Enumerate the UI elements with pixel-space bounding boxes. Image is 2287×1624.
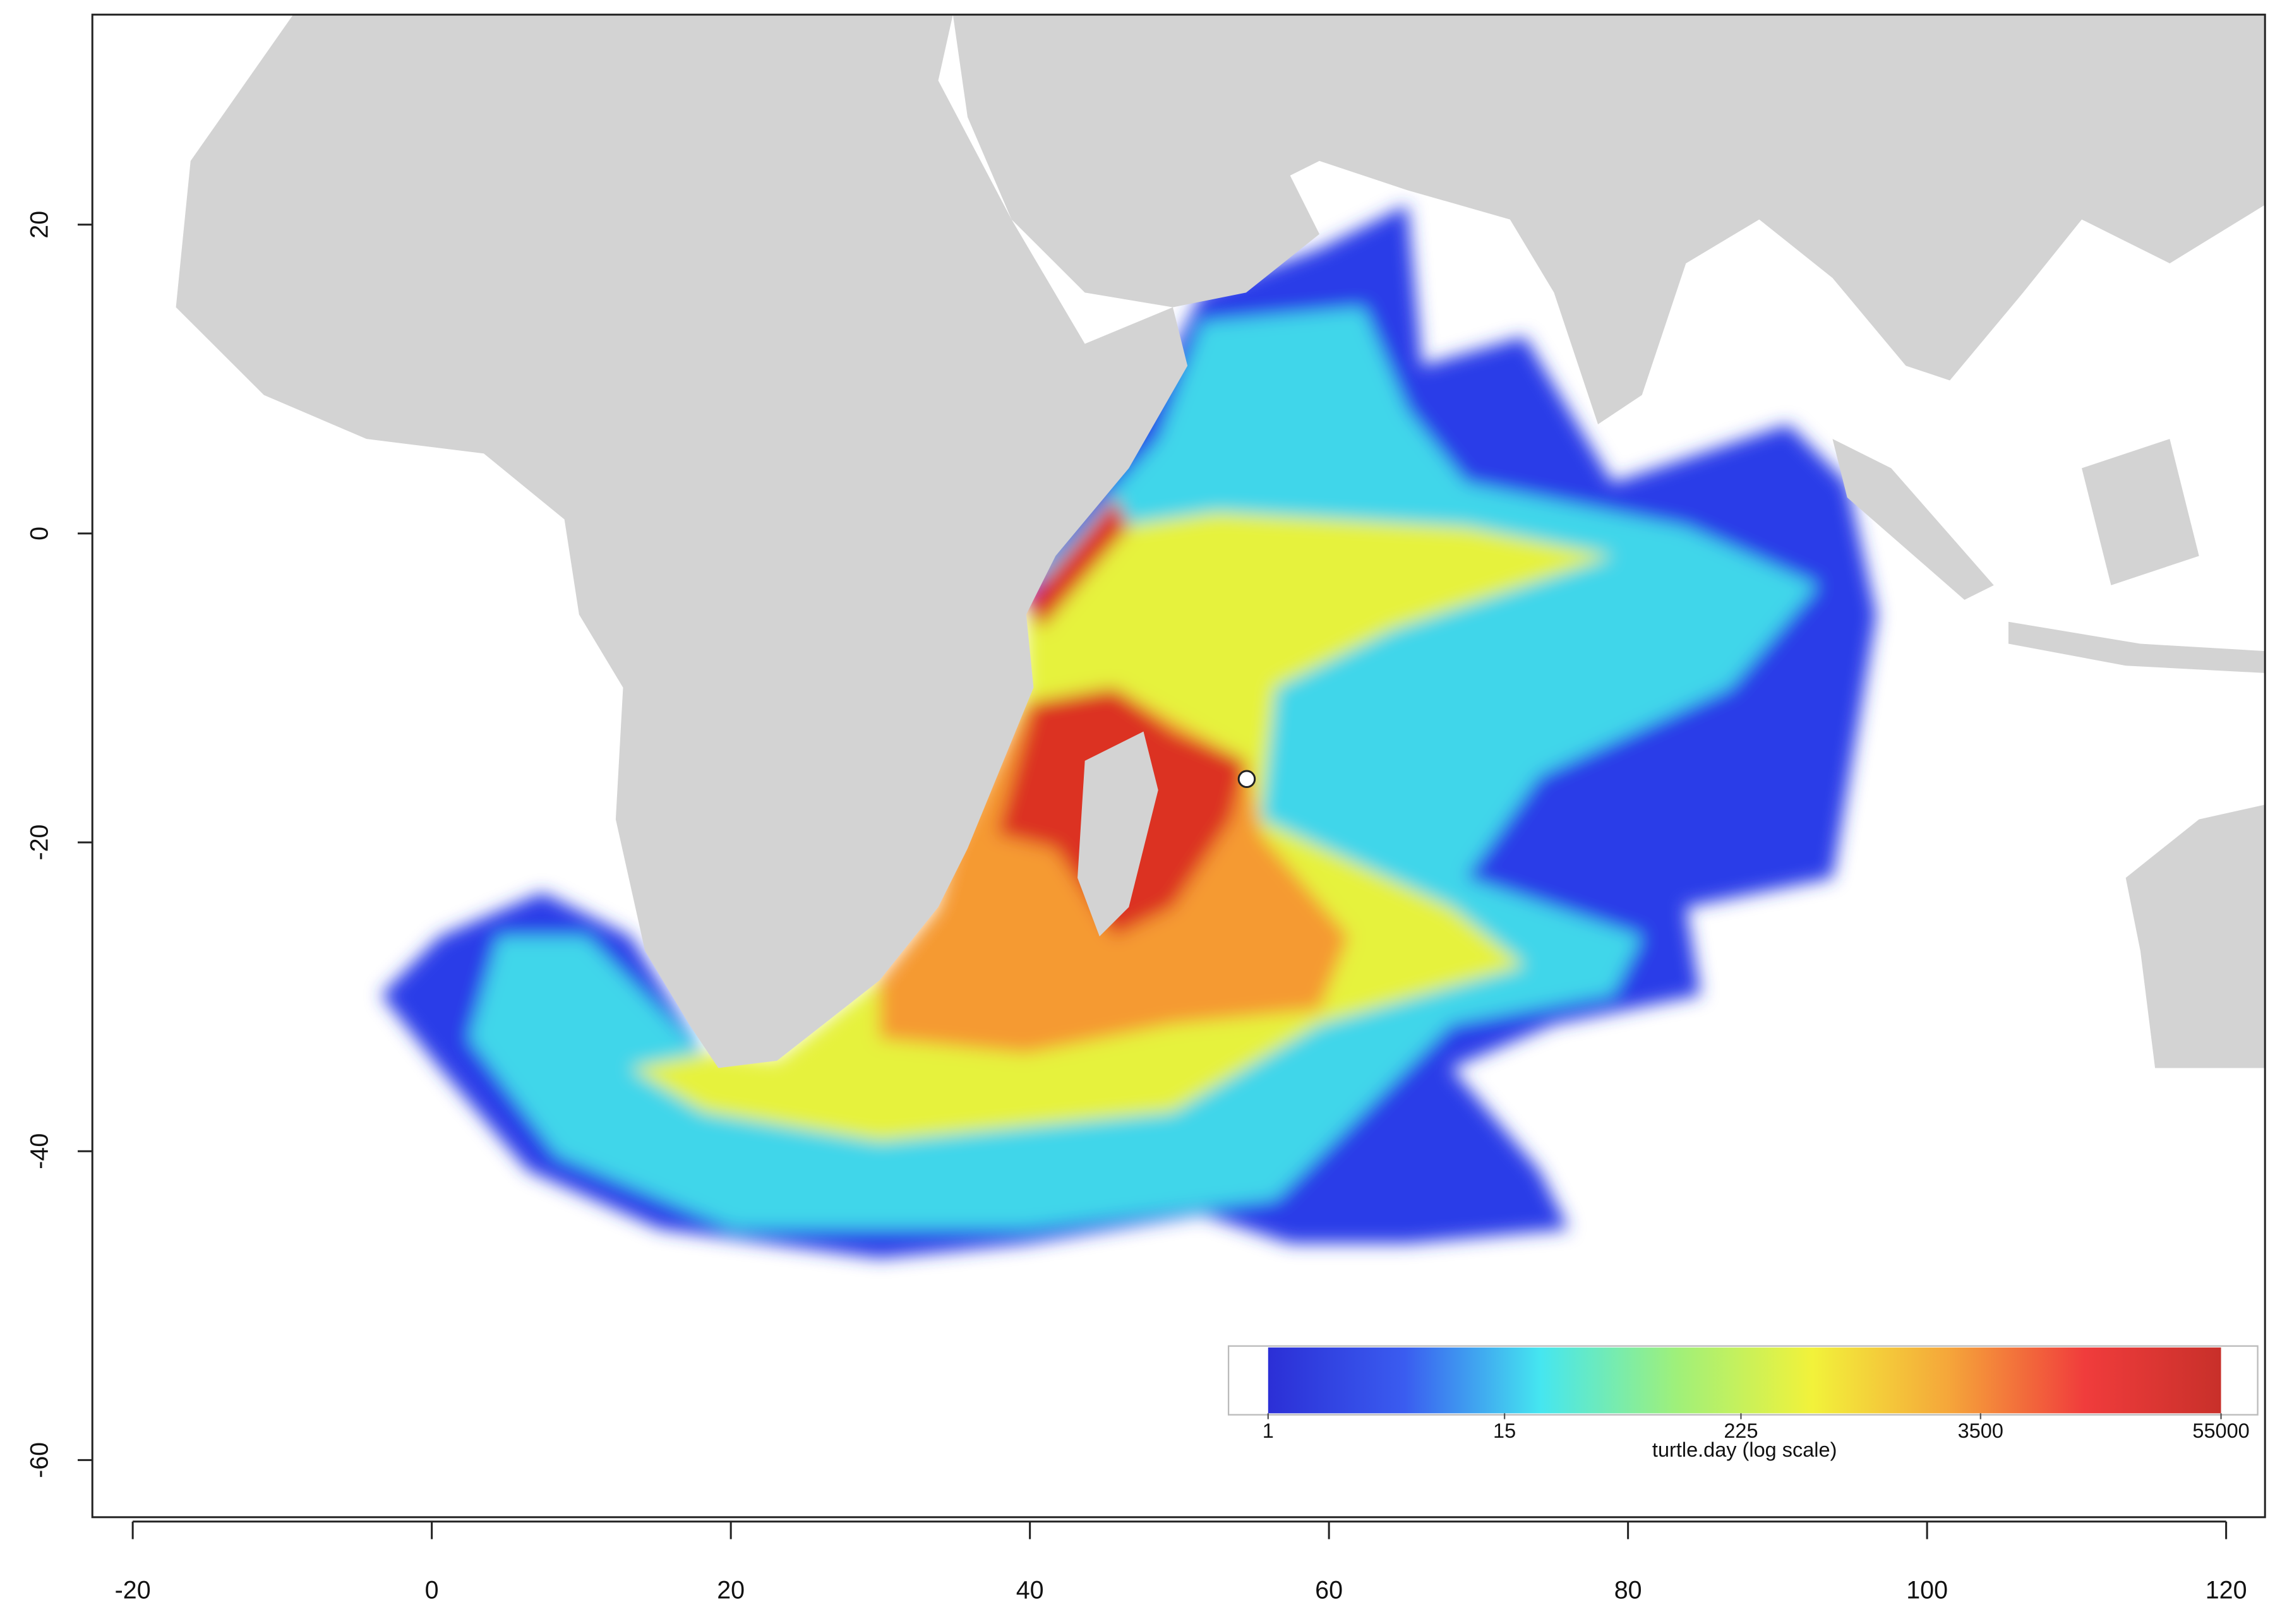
asia [952,15,2266,424]
australia [2125,804,2266,1068]
x-tick-label: 60 [1315,1576,1343,1604]
x-tick-label: 20 [717,1576,745,1604]
madagascar [1077,731,1158,936]
colorbar-tick-label: 15 [1493,1419,1516,1442]
colorbar-tick-label: 1 [1263,1419,1274,1442]
x-tick-label: 100 [1906,1576,1948,1604]
axes: -20 0 20 40 60 80 100 120 20 0 -20 -40 -60 [25,211,2247,1604]
colorbar-scale [1268,1347,2221,1414]
x-tick-label: 120 [2206,1576,2247,1604]
colorbar-tick-label: 3500 [1958,1419,2003,1442]
map-area [176,15,2266,1258]
x-tick-label: 40 [1016,1576,1044,1604]
x-tick-label: 0 [425,1576,439,1604]
sumatra [1832,439,1994,600]
x-tick-label: -20 [115,1576,151,1604]
colorbar-tick-label: 225 [1724,1419,1758,1442]
y-tick-label: 20 [25,211,53,239]
y-tick-label: -60 [25,1442,53,1478]
y-tick-label: 0 [25,527,53,540]
colorbar-tick-label: 55000 [2192,1419,2249,1442]
java [2008,621,2266,673]
borneo [2082,439,2199,585]
y-tick-label: -40 [25,1133,53,1169]
x-tick-label: 80 [1614,1576,1642,1604]
density-peak-coast [1026,497,1129,630]
y-tick-label: -20 [25,825,53,861]
colorbar-label: turtle.day (log scale) [1652,1438,1837,1461]
africa [176,15,1188,1068]
plot-frame [91,13,2266,1519]
colorbar: turtle.day (log scale) 1 15 225 3500 55000 [1227,1345,2259,1461]
origin-marker [1237,770,1256,789]
